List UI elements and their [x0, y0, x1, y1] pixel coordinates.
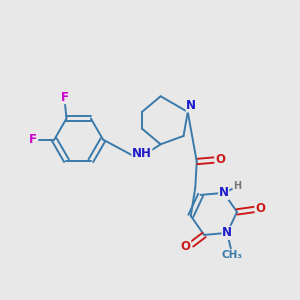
- Text: N: N: [219, 186, 229, 200]
- Text: NH: NH: [132, 147, 152, 160]
- Text: N: N: [186, 99, 196, 112]
- Text: CH₃: CH₃: [222, 250, 243, 260]
- Text: O: O: [181, 240, 191, 253]
- Text: N: N: [222, 226, 232, 239]
- Text: H: H: [233, 181, 242, 191]
- Text: F: F: [29, 133, 37, 146]
- Text: F: F: [61, 91, 69, 103]
- Text: O: O: [255, 202, 265, 215]
- Text: O: O: [215, 153, 225, 166]
